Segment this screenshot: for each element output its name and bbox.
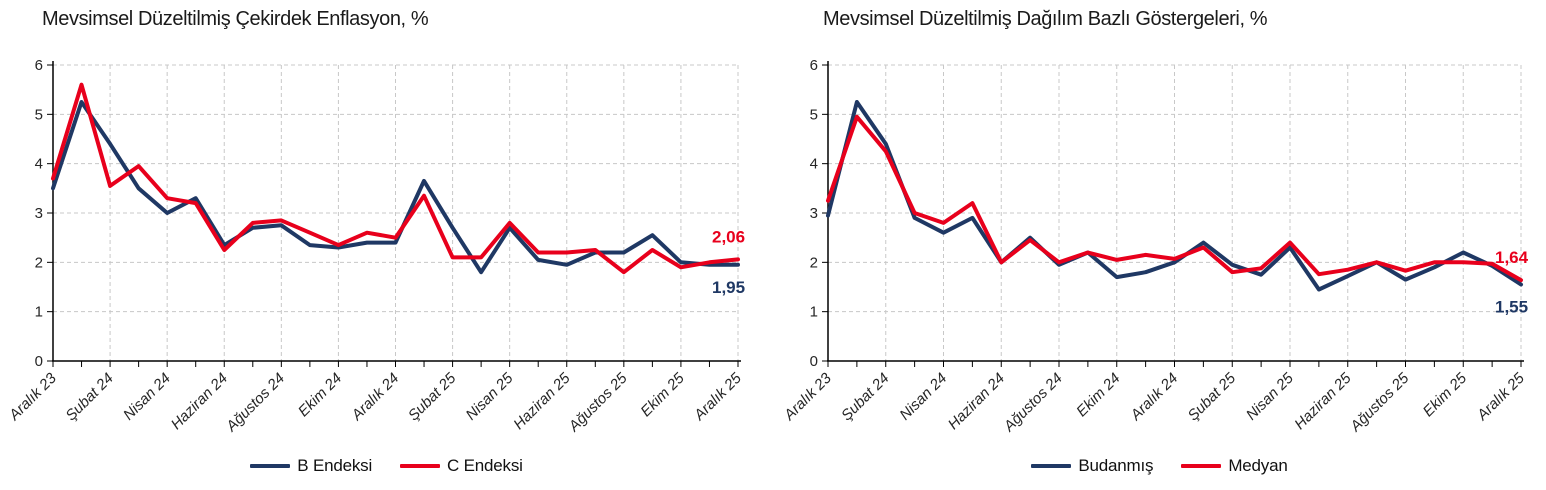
y-tick-label: 1 xyxy=(810,304,818,321)
legend-item-c-endeksi: C Endeksi xyxy=(400,456,523,476)
chart-panel-distribution-indicators: Mevsimsel Düzeltilmiş Dağılım Bazlı Göst… xyxy=(773,0,1546,490)
y-tick-label: 3 xyxy=(810,205,818,222)
end-label-medyan: 1,64 xyxy=(1495,248,1529,267)
legend-label-c-endeksi: C Endeksi xyxy=(447,456,523,475)
legend-item-medyan: Medyan xyxy=(1181,456,1288,476)
end-label-b-endeksi: 1,95 xyxy=(712,278,745,297)
x-tick-label: Şubat 24 xyxy=(838,370,892,424)
y-tick-label: 2 xyxy=(810,254,818,271)
chart-panel-core-inflation: Mevsimsel Düzeltilmiş Çekirdek Enflasyon… xyxy=(0,8,773,476)
legend-label-medyan: Medyan xyxy=(1228,456,1288,475)
x-tick-label: Ağustos 24 xyxy=(222,370,288,436)
x-tick-label: Şubat 24 xyxy=(62,370,116,424)
x-tick-label: Ağustos 25 xyxy=(1347,369,1413,435)
x-tick-label: Ağustos 24 xyxy=(1000,370,1066,436)
y-tick-label: 6 xyxy=(35,57,43,74)
x-tick-label: Aralık 25 xyxy=(1473,369,1528,424)
legend-label-budanmis: Budanmış xyxy=(1078,456,1154,475)
series-line-budanmış xyxy=(826,100,1523,292)
end-label-c-endeksi: 2,06 xyxy=(712,227,745,246)
legend-swatch-c-endeksi xyxy=(400,464,441,468)
legend-swatch-medyan xyxy=(1181,464,1222,468)
legend-swatch-b-endeksi xyxy=(250,464,291,468)
y-tick-label: 0 xyxy=(35,353,43,370)
x-tick-label: Aralık 25 xyxy=(690,369,745,424)
x-tick-label: Ekim 24 xyxy=(1073,370,1123,420)
legend-label-b-endeksi: B Endeksi xyxy=(297,456,373,475)
x-tick-label: Ekim 24 xyxy=(295,370,345,420)
series-line-medyan xyxy=(826,114,1523,283)
series-line-c-endeksi xyxy=(51,82,740,275)
x-tick-label: Aralık 24 xyxy=(1127,370,1182,425)
y-tick-label: 6 xyxy=(810,57,818,74)
y-tick-label: 1 xyxy=(35,304,43,321)
chart-title-distribution-indicators: Mevsimsel Düzeltilmiş Dağılım Bazlı Göst… xyxy=(823,8,1268,30)
x-tick-label: Nisan 24 xyxy=(896,370,950,424)
x-tick-label: Haziran 24 xyxy=(945,370,1008,433)
x-tick-label: Şubat 25 xyxy=(405,369,460,424)
x-tick-label: Haziran 24 xyxy=(168,370,231,433)
chart-title-core-inflation: Mevsimsel Düzeltilmiş Çekirdek Enflasyon… xyxy=(42,8,429,30)
y-tick-label: 5 xyxy=(35,106,43,123)
x-tick-label: Ağustos 25 xyxy=(565,369,631,435)
end-label-budanmış: 1,55 xyxy=(1495,298,1528,317)
x-tick-label: Ekim 25 xyxy=(1420,369,1471,420)
x-tick-label: Haziran 25 xyxy=(510,369,574,433)
y-tick-label: 5 xyxy=(810,106,818,123)
x-tick-label: Nisan 24 xyxy=(120,370,174,424)
y-tick-label: 2 xyxy=(35,254,43,271)
legend-distribution-indicators: Budanmış Medyan xyxy=(773,456,1546,476)
legend-item-budanmis: Budanmış xyxy=(1031,456,1154,476)
legend-item-b-endeksi: B Endeksi xyxy=(250,456,372,476)
y-tick-label: 4 xyxy=(810,156,818,173)
x-tick-label: Şubat 25 xyxy=(1185,369,1240,424)
y-tick-label: 0 xyxy=(810,353,818,370)
legend-core-inflation: B Endeksi C Endeksi xyxy=(0,456,773,476)
x-tick-label: Aralık 24 xyxy=(348,370,403,425)
legend-swatch-budanmis xyxy=(1031,464,1072,468)
x-tick-label: Haziran 25 xyxy=(1291,369,1355,433)
x-tick-label: Ekim 25 xyxy=(637,369,688,420)
x-tick-label: Aralık 23 xyxy=(5,369,60,424)
y-tick-label: 3 xyxy=(35,205,43,222)
y-tick-label: 4 xyxy=(35,156,43,173)
x-tick-label: Nisan 25 xyxy=(463,369,517,423)
series-line-b-endeksi xyxy=(51,100,740,275)
x-tick-label: Nisan 25 xyxy=(1243,369,1297,423)
x-tick-label: Aralık 23 xyxy=(780,369,835,424)
